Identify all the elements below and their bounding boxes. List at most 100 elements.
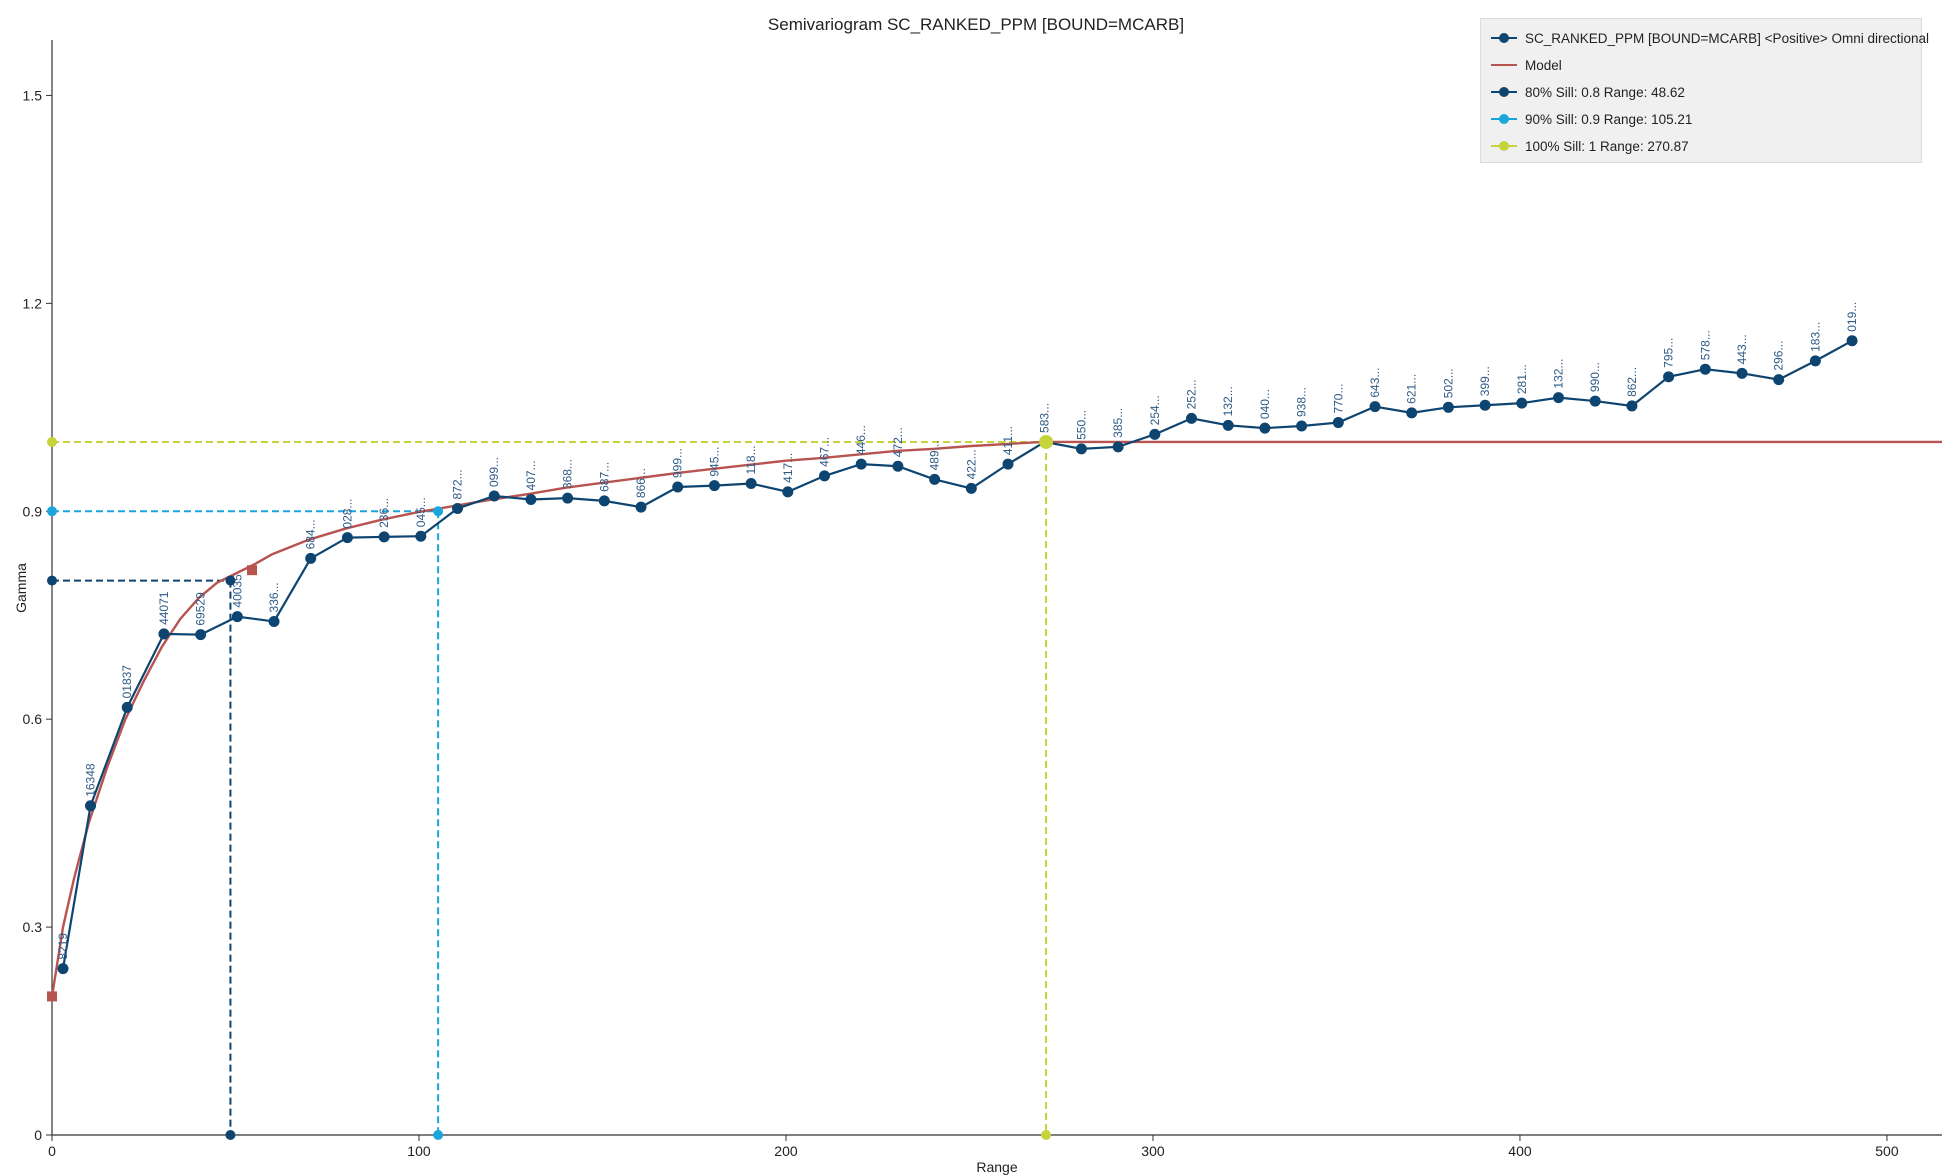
- experimental-point-label: 621...: [1405, 374, 1419, 404]
- experimental-point: [1296, 420, 1308, 432]
- experimental-point-label: 028...: [340, 499, 354, 529]
- experimental-point: [57, 963, 69, 975]
- legend-swatch-sill-100: [1491, 139, 1517, 153]
- sill-80-point: [225, 575, 236, 586]
- y-tick-label: 0.3: [23, 919, 43, 935]
- sill-80-axis-marker: [47, 575, 57, 586]
- experimental-point: [1699, 363, 1711, 375]
- y-tick-label: 1.5: [23, 87, 43, 103]
- legend-swatch-sill-90: [1491, 112, 1517, 126]
- experimental-line: [61, 339, 1853, 969]
- model-marker: [47, 991, 57, 1002]
- x-tick-label: 200: [774, 1143, 798, 1159]
- experimental-point-label: 467...: [818, 437, 832, 467]
- model-marker: [247, 565, 258, 576]
- experimental-point-label: 578...: [1698, 330, 1712, 360]
- experimental-point: [855, 458, 867, 470]
- experimental-point-label: 336...: [267, 582, 281, 612]
- experimental-point-label: 770...: [1331, 384, 1345, 414]
- chart-title: Semivariogram SC_RANKED_PPM [BOUND=MCARB…: [768, 15, 1184, 34]
- experimental-point: [1626, 400, 1638, 412]
- experimental-point-label: 045...: [414, 497, 428, 527]
- sill-80-range-marker: [225, 1130, 236, 1140]
- experimental-point: [1516, 397, 1528, 409]
- x-axis-label: Range: [976, 1159, 1017, 1175]
- legend-label-sill-80: 80% Sill: 0.8 Range: 48.62: [1525, 84, 1685, 100]
- experimental-point-label: 183...: [1808, 322, 1822, 352]
- legend-item-sill-90: 90% Sill: 0.9 Range: 105.21: [1491, 106, 1692, 132]
- experimental-point-label: 687...: [597, 462, 611, 492]
- chart-legend: SC_RANKED_PPM [BOUND=MCARB] <Positive> O…: [1480, 18, 1929, 163]
- experimental-point-label: 999...: [671, 448, 685, 478]
- experimental-point-label: 385...: [1111, 408, 1125, 438]
- experimental-point-label: 550...: [1074, 410, 1088, 440]
- experimental-point: [708, 480, 720, 492]
- experimental-point-label: 583...: [1038, 403, 1052, 433]
- experimental-point: [745, 478, 757, 490]
- sill-90-axis-marker: [47, 506, 57, 517]
- experimental-point: [1149, 428, 1161, 440]
- experimental-point: [305, 552, 317, 564]
- experimental-point: [1479, 399, 1491, 411]
- experimental-point: [1663, 371, 1675, 383]
- x-tick-label: 0: [48, 1143, 56, 1159]
- experimental-point: [819, 470, 831, 482]
- legend-item-experimental: SC_RANKED_PPM [BOUND=MCARB] <Positive> O…: [1491, 25, 1929, 51]
- experimental-point: [562, 492, 574, 504]
- experimental-point: [782, 486, 794, 498]
- experimental-point-label: 938...: [1295, 387, 1309, 417]
- experimental-point: [1075, 443, 1087, 455]
- experimental-point-label: 472...: [891, 427, 905, 457]
- experimental-point: [1736, 367, 1748, 379]
- legend-label-experimental: SC_RANKED_PPM [BOUND=MCARB] <Positive> O…: [1525, 30, 1930, 46]
- experimental-point: [1773, 374, 1785, 386]
- experimental-point-label: 643...: [1368, 368, 1382, 398]
- experimental-point: [1846, 335, 1858, 347]
- experimental-point: [965, 482, 977, 494]
- experimental-point: [1552, 392, 1564, 404]
- y-axis-label: Gamma: [13, 563, 29, 613]
- legend-label-sill-100: 100% Sill: 1 Range: 270.87: [1525, 138, 1689, 154]
- legend-label-model: Model: [1525, 57, 1562, 73]
- experimental-point-label: 411...: [1001, 426, 1015, 455]
- x-tick-label: 400: [1508, 1143, 1532, 1159]
- experimental-point: [1809, 355, 1821, 367]
- experimental-point-label: 443...: [1735, 334, 1749, 364]
- experimental-point: [158, 628, 170, 640]
- y-tick-label: 0.9: [23, 503, 43, 519]
- legend-swatch-experimental: [1491, 31, 1517, 45]
- experimental-point: [378, 531, 390, 543]
- experimental-point-label: 44071: [157, 591, 171, 625]
- experimental-point-label: 489...: [928, 440, 942, 470]
- experimental-point-label: 417...: [781, 453, 795, 483]
- experimental-point-label: 446...: [854, 425, 868, 455]
- experimental-point-label: 236...: [377, 498, 391, 528]
- experimental-point-label: 69529: [194, 592, 208, 626]
- experimental-point: [415, 530, 427, 542]
- experimental-point-label: 422...: [964, 449, 978, 479]
- experimental-point-label: 945...: [707, 447, 721, 477]
- experimental-point-label: 399...: [1478, 366, 1492, 396]
- experimental-point: [488, 490, 500, 502]
- sill-100-point: [1039, 434, 1054, 449]
- experimental-point-label: 118...: [744, 445, 758, 474]
- experimental-point: [121, 701, 133, 713]
- experimental-point: [452, 502, 464, 514]
- experimental-point: [268, 615, 280, 627]
- experimental-point: [1589, 395, 1601, 407]
- sill-90-point: [433, 506, 444, 517]
- experimental-point: [1442, 401, 1454, 413]
- experimental-point-label: 502...: [1441, 368, 1455, 398]
- experimental-point-label: 252...: [1185, 379, 1199, 409]
- sill-100-range-marker: [1041, 1130, 1052, 1140]
- y-tick-label: 0.6: [23, 711, 43, 727]
- legend-label-sill-90: 90% Sill: 0.9 Range: 105.21: [1525, 111, 1693, 127]
- experimental-point: [85, 800, 97, 812]
- legend-item-model: Model: [1491, 52, 1562, 78]
- experimental-point-label: 684...: [304, 519, 318, 549]
- experimental-point: [1112, 441, 1124, 453]
- experimental-point: [1259, 422, 1271, 434]
- legend-item-sill-80: 80% Sill: 0.8 Range: 48.62: [1491, 79, 1685, 105]
- sill-90-range-marker: [433, 1130, 444, 1140]
- experimental-point: [672, 481, 684, 493]
